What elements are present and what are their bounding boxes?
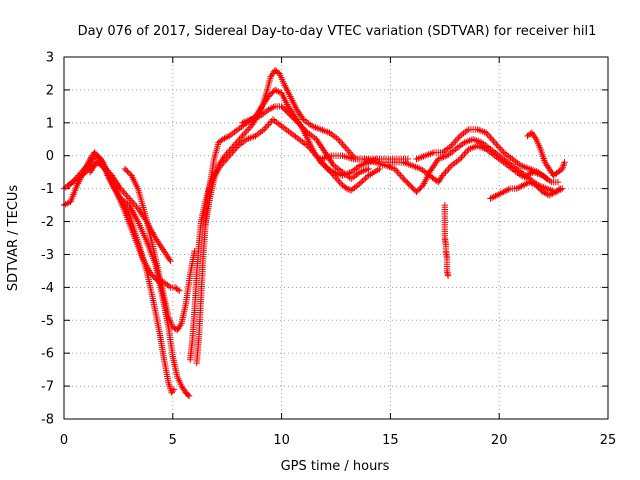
y-tick-label: -1	[41, 182, 54, 197]
y-tick-labels: 3 2 1 0 -1 -2 -3 -4 -5 -6 -7 -8	[41, 51, 54, 428]
y-tick-label: -6	[41, 347, 54, 362]
y-axis-label: SDTVAR / TECUs	[6, 185, 21, 292]
x-tick-labels: 0 5 10 15 20 25	[60, 433, 616, 448]
series-track-i	[239, 103, 381, 179]
chart-title: Day 076 of 2017, Sidereal Day-to-day VTE…	[78, 24, 597, 39]
y-tick-label: 2	[46, 83, 54, 98]
series-track-k	[382, 142, 564, 196]
y-tick-label: 1	[46, 116, 54, 131]
point-markers	[202, 67, 411, 228]
grid-lines	[63, 56, 609, 420]
x-axis-label: GPS time / hours	[281, 459, 390, 474]
y-tick-label: -4	[41, 281, 54, 296]
x-tick-label: 25	[600, 433, 617, 448]
point-markers	[441, 201, 452, 279]
series-track-o	[441, 201, 452, 279]
series-track-m	[487, 178, 566, 202]
y-tick-label: 3	[46, 51, 54, 66]
y-tick-label: 0	[46, 149, 54, 164]
series-track-j	[317, 136, 562, 196]
y-tick-label: -2	[41, 215, 54, 230]
x-tick-label: 20	[491, 433, 508, 448]
plot-frame	[63, 56, 609, 420]
x-tick-label: 0	[60, 433, 68, 448]
series-track-n	[524, 129, 568, 179]
point-markers	[524, 129, 568, 179]
y-tick-label: -5	[41, 314, 54, 329]
point-markers	[382, 142, 564, 196]
x-tick-label: 10	[273, 433, 290, 448]
point-markers	[317, 136, 562, 196]
x-tick-label: 15	[382, 433, 399, 448]
point-markers	[413, 126, 551, 182]
point-markers	[487, 178, 566, 202]
point-markers	[239, 103, 381, 179]
y-tick-label: -3	[41, 248, 54, 263]
series-track-h	[202, 67, 411, 228]
series-track-e	[121, 165, 198, 334]
series-track-l	[413, 126, 551, 182]
y-tick-label: -7	[41, 380, 54, 395]
point-markers	[121, 165, 198, 334]
y-tick-label: -8	[41, 413, 54, 428]
data-points	[60, 67, 568, 400]
x-tick-label: 5	[169, 433, 177, 448]
